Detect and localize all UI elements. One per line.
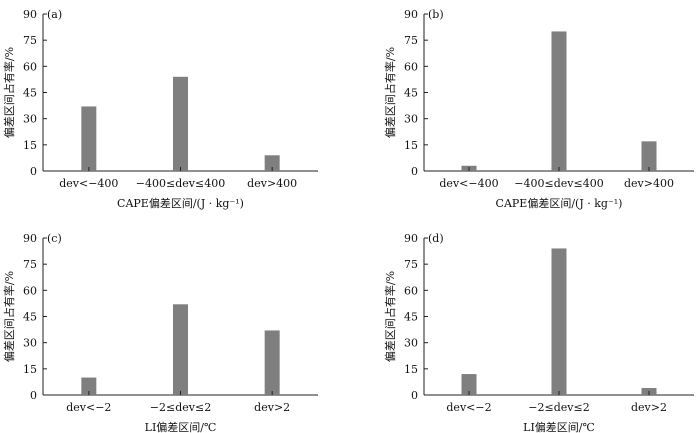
x-tick-label: dev>400 bbox=[247, 177, 297, 190]
y-tick-label: 30 bbox=[404, 337, 418, 350]
y-tick-label: 0 bbox=[30, 389, 37, 402]
bar-2 bbox=[551, 31, 567, 172]
panel-label: (d) bbox=[428, 232, 444, 245]
y-tick-label: 15 bbox=[404, 139, 418, 152]
x-axis-label: CAPE偏差区间/(J · kg⁻¹) bbox=[117, 196, 244, 210]
x-tick-label: dev>2 bbox=[631, 401, 667, 414]
y-axis-label: 偏差区间占有率/% bbox=[383, 271, 397, 362]
x-tick-label: dev>2 bbox=[254, 401, 290, 414]
x-tick-label: dev<−2 bbox=[446, 401, 491, 414]
bar-3 bbox=[264, 155, 280, 171]
y-tick-label: 45 bbox=[404, 87, 418, 100]
y-tick-label: 60 bbox=[23, 60, 37, 73]
x-tick-label: −400≤dev≤400 bbox=[136, 177, 225, 190]
y-tick-label: 15 bbox=[23, 363, 37, 376]
panel-label: (b) bbox=[428, 8, 444, 21]
y-tick-label: 15 bbox=[23, 139, 37, 152]
y-axis-label: 偏差区间占有率/% bbox=[383, 47, 397, 138]
y-tick-label: 75 bbox=[23, 34, 37, 47]
x-tick-label: dev<−2 bbox=[66, 401, 111, 414]
chart-panel-4: 0 15 30 45 60 75 90 dev<−2 −2≤dev≤2 dev>2 (d) LI偏差区… bbox=[383, 232, 694, 433]
y-tick-label: 45 bbox=[23, 311, 37, 324]
y-tick-label: 60 bbox=[23, 284, 37, 297]
bar-2 bbox=[173, 76, 188, 171]
y-tick-label: 90 bbox=[23, 232, 37, 245]
y-axis-label: 偏差区间占有率/% bbox=[2, 47, 16, 138]
x-tick-label: −2≤dev≤2 bbox=[528, 401, 589, 414]
y-tick-label: 90 bbox=[404, 8, 418, 21]
y-tick-label: 75 bbox=[404, 34, 418, 47]
y-tick-label: 0 bbox=[411, 165, 418, 178]
y-axis-label: 偏差区间占有率/% bbox=[2, 271, 16, 362]
bar-3 bbox=[641, 141, 657, 171]
chart-panel-1: 0 15 30 45 60 75 90 dev<−400 −400≤dev≤400 dev>400… bbox=[2, 8, 318, 210]
y-tick-label: 75 bbox=[23, 258, 37, 271]
y-tick-label: 45 bbox=[23, 87, 37, 100]
chart-panel-3: 0 15 30 45 60 75 90 dev<−2 −2≤dev≤2 dev>2 (c) LI偏差区… bbox=[2, 232, 318, 433]
x-tick-label: dev<−400 bbox=[439, 177, 498, 190]
x-tick-label: dev>400 bbox=[624, 177, 674, 190]
y-tick-label: 0 bbox=[411, 389, 418, 402]
y-tick-label: 90 bbox=[404, 232, 418, 245]
y-tick-label: 75 bbox=[404, 258, 418, 271]
bar-1 bbox=[81, 377, 97, 395]
y-tick-label: 30 bbox=[404, 113, 418, 126]
bar-2 bbox=[173, 304, 188, 395]
x-tick-label: −400≤dev≤400 bbox=[514, 177, 603, 190]
y-tick-label: 60 bbox=[404, 60, 418, 73]
bar-1 bbox=[81, 106, 97, 171]
y-tick-label: 90 bbox=[23, 8, 37, 21]
x-tick-label: −2≤dev≤2 bbox=[150, 401, 211, 414]
bar-3 bbox=[264, 330, 280, 395]
x-axis-label: CAPE偏差区间/(J · kg⁻¹) bbox=[496, 196, 623, 210]
panel-label: (a) bbox=[47, 8, 62, 21]
bar-2 bbox=[551, 248, 567, 395]
y-tick-label: 30 bbox=[23, 337, 37, 350]
x-tick-label: dev<−400 bbox=[59, 177, 118, 190]
x-axis-label: LI偏差区间/℃ bbox=[145, 420, 217, 433]
y-tick-label: 60 bbox=[404, 284, 418, 297]
y-tick-label: 15 bbox=[404, 363, 418, 376]
y-tick-label: 45 bbox=[404, 311, 418, 324]
chart-panel-2: 0 15 30 45 60 75 90 dev<−400 −400≤dev≤400 dev>400… bbox=[383, 8, 694, 210]
bar-1 bbox=[461, 374, 477, 395]
y-tick-label: 0 bbox=[30, 165, 37, 178]
x-axis-label: LI偏差区间/℃ bbox=[523, 420, 595, 433]
panel-label: (c) bbox=[47, 232, 62, 245]
y-tick-label: 30 bbox=[23, 113, 37, 126]
